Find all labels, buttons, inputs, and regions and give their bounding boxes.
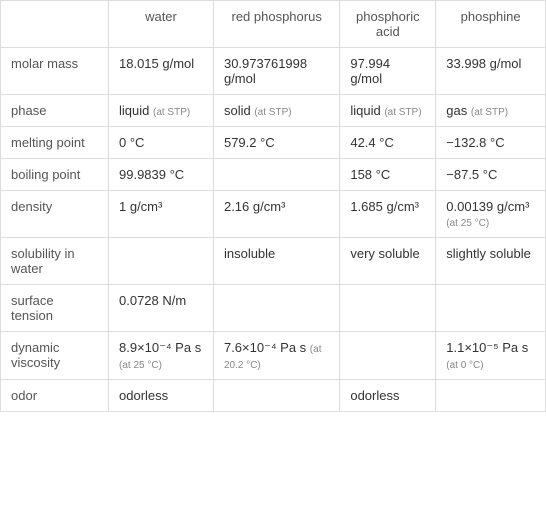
row-label: density: [1, 191, 109, 238]
cell-value: 1.1×10⁻⁵ Pa s: [446, 340, 528, 355]
table-cell: 18.015 g/mol: [109, 48, 214, 95]
header-col: phosphine: [436, 1, 546, 48]
cell-value: 158 °C: [350, 167, 390, 182]
table-cell: [213, 380, 339, 412]
cell-note: (at STP): [254, 107, 291, 118]
table-row: dynamic viscosity8.9×10⁻⁴ Pa s (at 25 °C…: [1, 332, 546, 380]
cell-value: 33.998 g/mol: [446, 56, 521, 71]
table-cell: very soluble: [340, 238, 436, 285]
table-row: boiling point 99.9839 °C 158 °C −87.5 °C: [1, 159, 546, 191]
cell-value: 8.9×10⁻⁴ Pa s: [119, 340, 201, 355]
cell-value: 1 g/cm³: [119, 199, 162, 214]
cell-value: 0.0728 N/m: [119, 293, 186, 308]
table-cell: liquid (at STP): [109, 95, 214, 127]
cell-note: (at 0 °C): [446, 360, 483, 371]
table-cell: gas (at STP): [436, 95, 546, 127]
table-cell: 0.00139 g/cm³ (at 25 °C): [436, 191, 546, 238]
cell-value: 18.015 g/mol: [119, 56, 194, 71]
table-cell: 1.685 g/cm³: [340, 191, 436, 238]
cell-value: −87.5 °C: [446, 167, 497, 182]
row-label: phase: [1, 95, 109, 127]
cell-note: (at 25 °C): [446, 218, 489, 229]
table-cell: [340, 332, 436, 380]
cell-value: 30.973761998 g/mol: [224, 56, 307, 86]
table-cell: 42.4 °C: [340, 127, 436, 159]
cell-value: 0 °C: [119, 135, 144, 150]
table-row: odor odorless odorless: [1, 380, 546, 412]
row-label: surface tension: [1, 285, 109, 332]
row-label: dynamic viscosity: [1, 332, 109, 380]
row-label: molar mass: [1, 48, 109, 95]
header-row: water red phosphorus phosphoric acid pho…: [1, 1, 546, 48]
cell-value: liquid: [350, 103, 380, 118]
properties-table: water red phosphorus phosphoric acid pho…: [0, 0, 546, 412]
table-row: surface tension 0.0728 N/m: [1, 285, 546, 332]
row-label: melting point: [1, 127, 109, 159]
cell-note: (at STP): [153, 107, 190, 118]
cell-note: (at STP): [471, 107, 508, 118]
table-cell: 0 °C: [109, 127, 214, 159]
table-cell: 1 g/cm³: [109, 191, 214, 238]
table-cell: 30.973761998 g/mol: [213, 48, 339, 95]
table-cell: 33.998 g/mol: [436, 48, 546, 95]
table-row: solubility in water insoluble very soluble…: [1, 238, 546, 285]
table-cell: insoluble: [213, 238, 339, 285]
table-cell: [109, 238, 214, 285]
cell-note: (at 25 °C): [119, 360, 162, 371]
table-cell: 8.9×10⁻⁴ Pa s (at 25 °C): [109, 332, 214, 380]
table-cell: odorless: [109, 380, 214, 412]
cell-value: 97.994 g/mol: [350, 56, 390, 86]
cell-value: slightly soluble: [446, 246, 531, 261]
header-col: red phosphorus: [213, 1, 339, 48]
row-label: odor: [1, 380, 109, 412]
cell-value: very soluble: [350, 246, 419, 261]
header-col: phosphoric acid: [340, 1, 436, 48]
cell-value: −132.8 °C: [446, 135, 504, 150]
cell-value: 579.2 °C: [224, 135, 275, 150]
table-cell: 158 °C: [340, 159, 436, 191]
table-cell: 2.16 g/cm³: [213, 191, 339, 238]
table-cell: [213, 159, 339, 191]
cell-value: 7.6×10⁻⁴ Pa s: [224, 340, 306, 355]
table-cell: −87.5 °C: [436, 159, 546, 191]
table-cell: −132.8 °C: [436, 127, 546, 159]
table-cell: liquid (at STP): [340, 95, 436, 127]
table-cell: 99.9839 °C: [109, 159, 214, 191]
table-cell: [340, 285, 436, 332]
cell-value: 42.4 °C: [350, 135, 394, 150]
table-cell: 7.6×10⁻⁴ Pa s (at 20.2 °C): [213, 332, 339, 380]
table-cell: 1.1×10⁻⁵ Pa s (at 0 °C): [436, 332, 546, 380]
cell-value: gas: [446, 103, 467, 118]
table-row: density 1 g/cm³ 2.16 g/cm³ 1.685 g/cm³ 0.001…: [1, 191, 546, 238]
table-cell: [436, 285, 546, 332]
table-row: phaseliquid (at STP)solid (at STP)liquid…: [1, 95, 546, 127]
table-row: molar mass 18.015 g/mol 30.973761998 g/mol…: [1, 48, 546, 95]
row-label: boiling point: [1, 159, 109, 191]
cell-value: 0.00139 g/cm³: [446, 199, 529, 214]
table-cell: 579.2 °C: [213, 127, 339, 159]
table-cell: 0.0728 N/m: [109, 285, 214, 332]
cell-value: odorless: [350, 388, 399, 403]
table-cell: [436, 380, 546, 412]
table-row: melting point 0 °C 579.2 °C 42.4 °C −132.8 °…: [1, 127, 546, 159]
cell-value: 99.9839 °C: [119, 167, 184, 182]
cell-value: insoluble: [224, 246, 275, 261]
table-cell: solid (at STP): [213, 95, 339, 127]
table-cell: [213, 285, 339, 332]
cell-value: odorless: [119, 388, 168, 403]
cell-value: liquid: [119, 103, 149, 118]
cell-value: solid: [224, 103, 251, 118]
cell-value: 1.685 g/cm³: [350, 199, 419, 214]
table-cell: 97.994 g/mol: [340, 48, 436, 95]
cell-note: (at STP): [384, 107, 421, 118]
cell-value: 2.16 g/cm³: [224, 199, 285, 214]
table-cell: odorless: [340, 380, 436, 412]
header-col: water: [109, 1, 214, 48]
header-empty: [1, 1, 109, 48]
table-cell: slightly soluble: [436, 238, 546, 285]
row-label: solubility in water: [1, 238, 109, 285]
